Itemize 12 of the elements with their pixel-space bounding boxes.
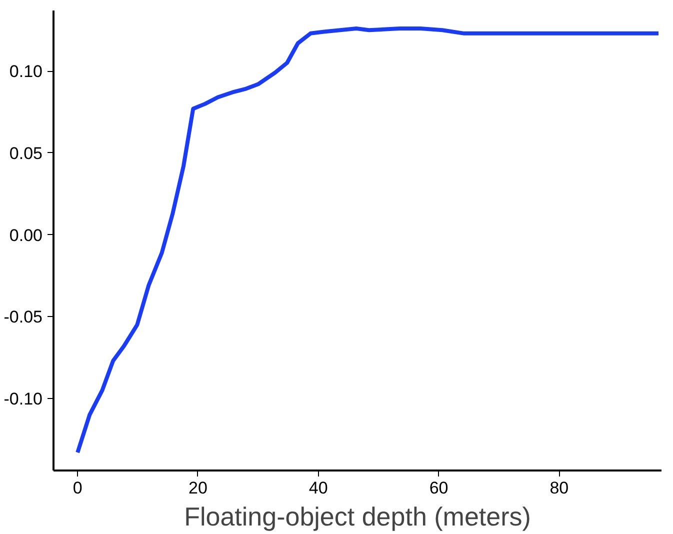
x-axis-title: Floating-object depth (meters) xyxy=(184,502,531,532)
y-tick-label: 0.05 xyxy=(9,144,43,163)
y-tick-label: -0.05 xyxy=(4,308,42,327)
x-tick-label: 20 xyxy=(188,478,208,498)
y-tick-label: -0.10 xyxy=(4,389,42,408)
x-tick-label: 0 xyxy=(72,478,82,498)
x-tick-label: 60 xyxy=(429,478,448,498)
x-tick-label: 80 xyxy=(550,478,569,498)
y-tick-label: 0.00 xyxy=(9,226,43,245)
x-tick-label: 40 xyxy=(308,478,328,498)
line-series xyxy=(76,26,660,454)
y-tick-label: 0.10 xyxy=(9,62,43,82)
